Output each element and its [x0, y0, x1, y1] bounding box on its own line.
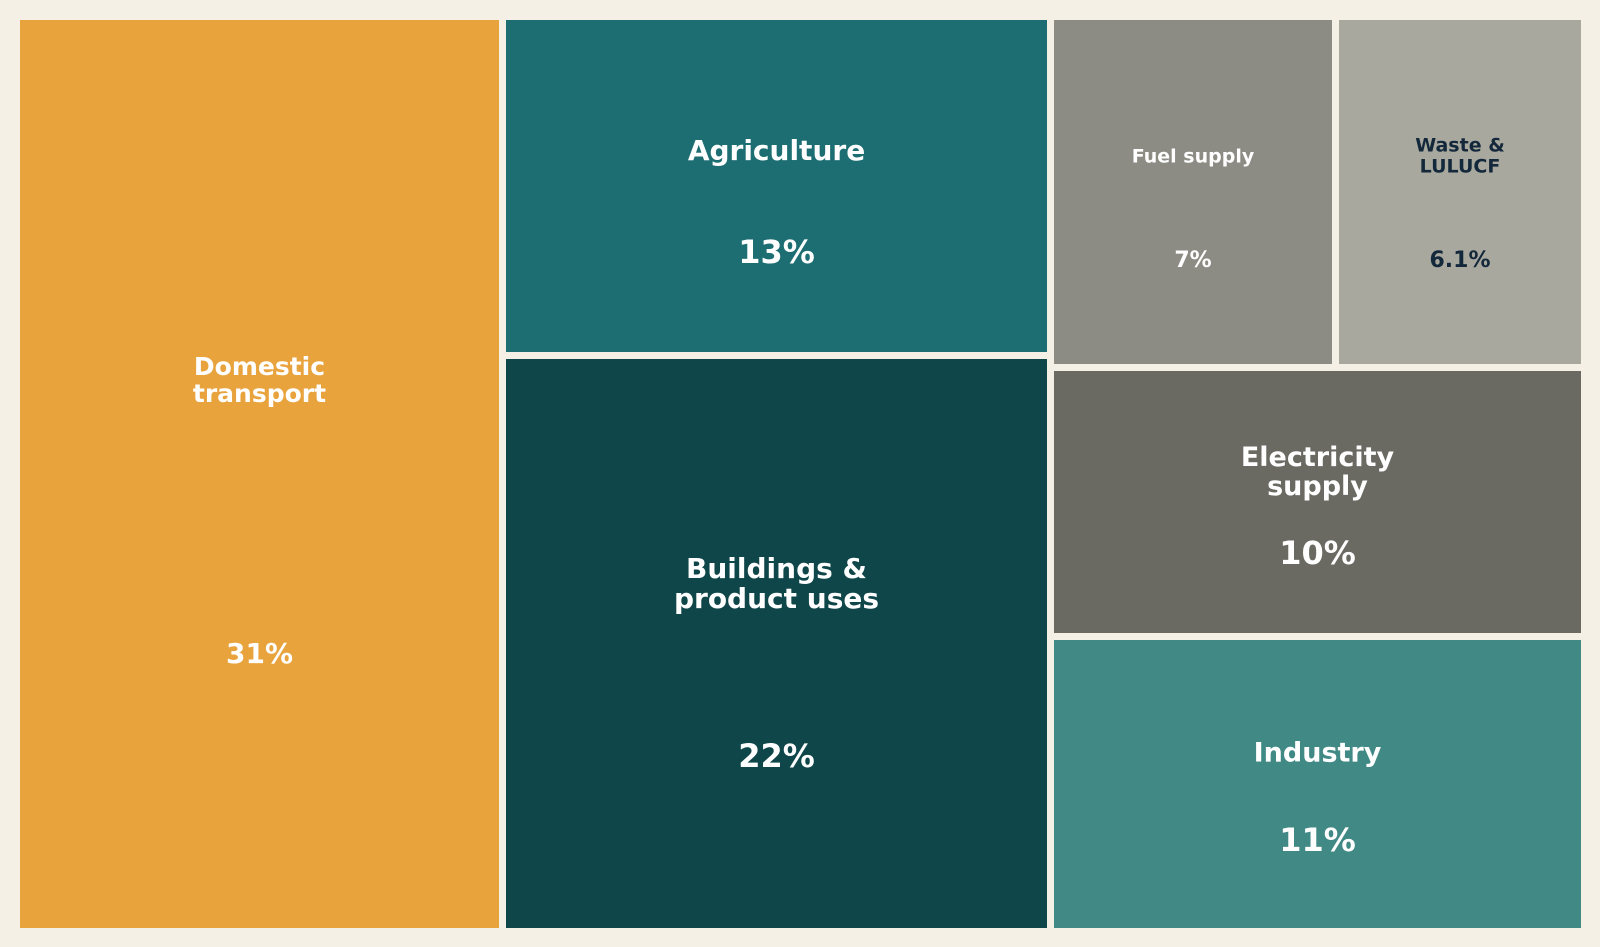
tile-label-waste-lulucf: Waste & LULUCF	[1415, 134, 1505, 177]
tile-label-industry: Industry	[1253, 737, 1382, 769]
treemap-tile-waste-lulucf: Waste & LULUCF 6.1%	[1339, 20, 1581, 364]
tile-value-industry: 11%	[1279, 821, 1356, 859]
treemap-tile-fuel-supply: Fuel supply 7%	[1054, 20, 1332, 364]
tile-value-agriculture: 13%	[738, 233, 815, 271]
tile-label-agriculture: Agriculture	[687, 133, 866, 167]
tile-label-domestic-transport: Domestic transport	[192, 352, 327, 408]
tile-value-electricity-supply: 10%	[1279, 534, 1356, 572]
treemap-tile-agriculture: Agriculture 13%	[506, 20, 1047, 352]
tile-label-electricity-supply: Electricity supply	[1240, 441, 1395, 502]
treemap-tile-domestic-transport: Domestic transport 31%	[20, 20, 499, 928]
tile-value-waste-lulucf: 6.1%	[1429, 248, 1491, 273]
tile-value-buildings-product-uses: 22%	[738, 737, 815, 775]
tile-value-domestic-transport: 31%	[225, 637, 294, 670]
treemap-tile-electricity-supply: Electricity supply 10%	[1054, 371, 1581, 633]
treemap-tile-buildings-product-uses: Buildings & product uses 22%	[506, 359, 1047, 928]
tile-value-fuel-supply: 7%	[1174, 248, 1212, 273]
treemap-tile-industry: Industry 11%	[1054, 640, 1581, 928]
tile-label-fuel-supply: Fuel supply	[1131, 145, 1255, 168]
tile-label-buildings-product-uses: Buildings & product uses	[673, 551, 880, 615]
